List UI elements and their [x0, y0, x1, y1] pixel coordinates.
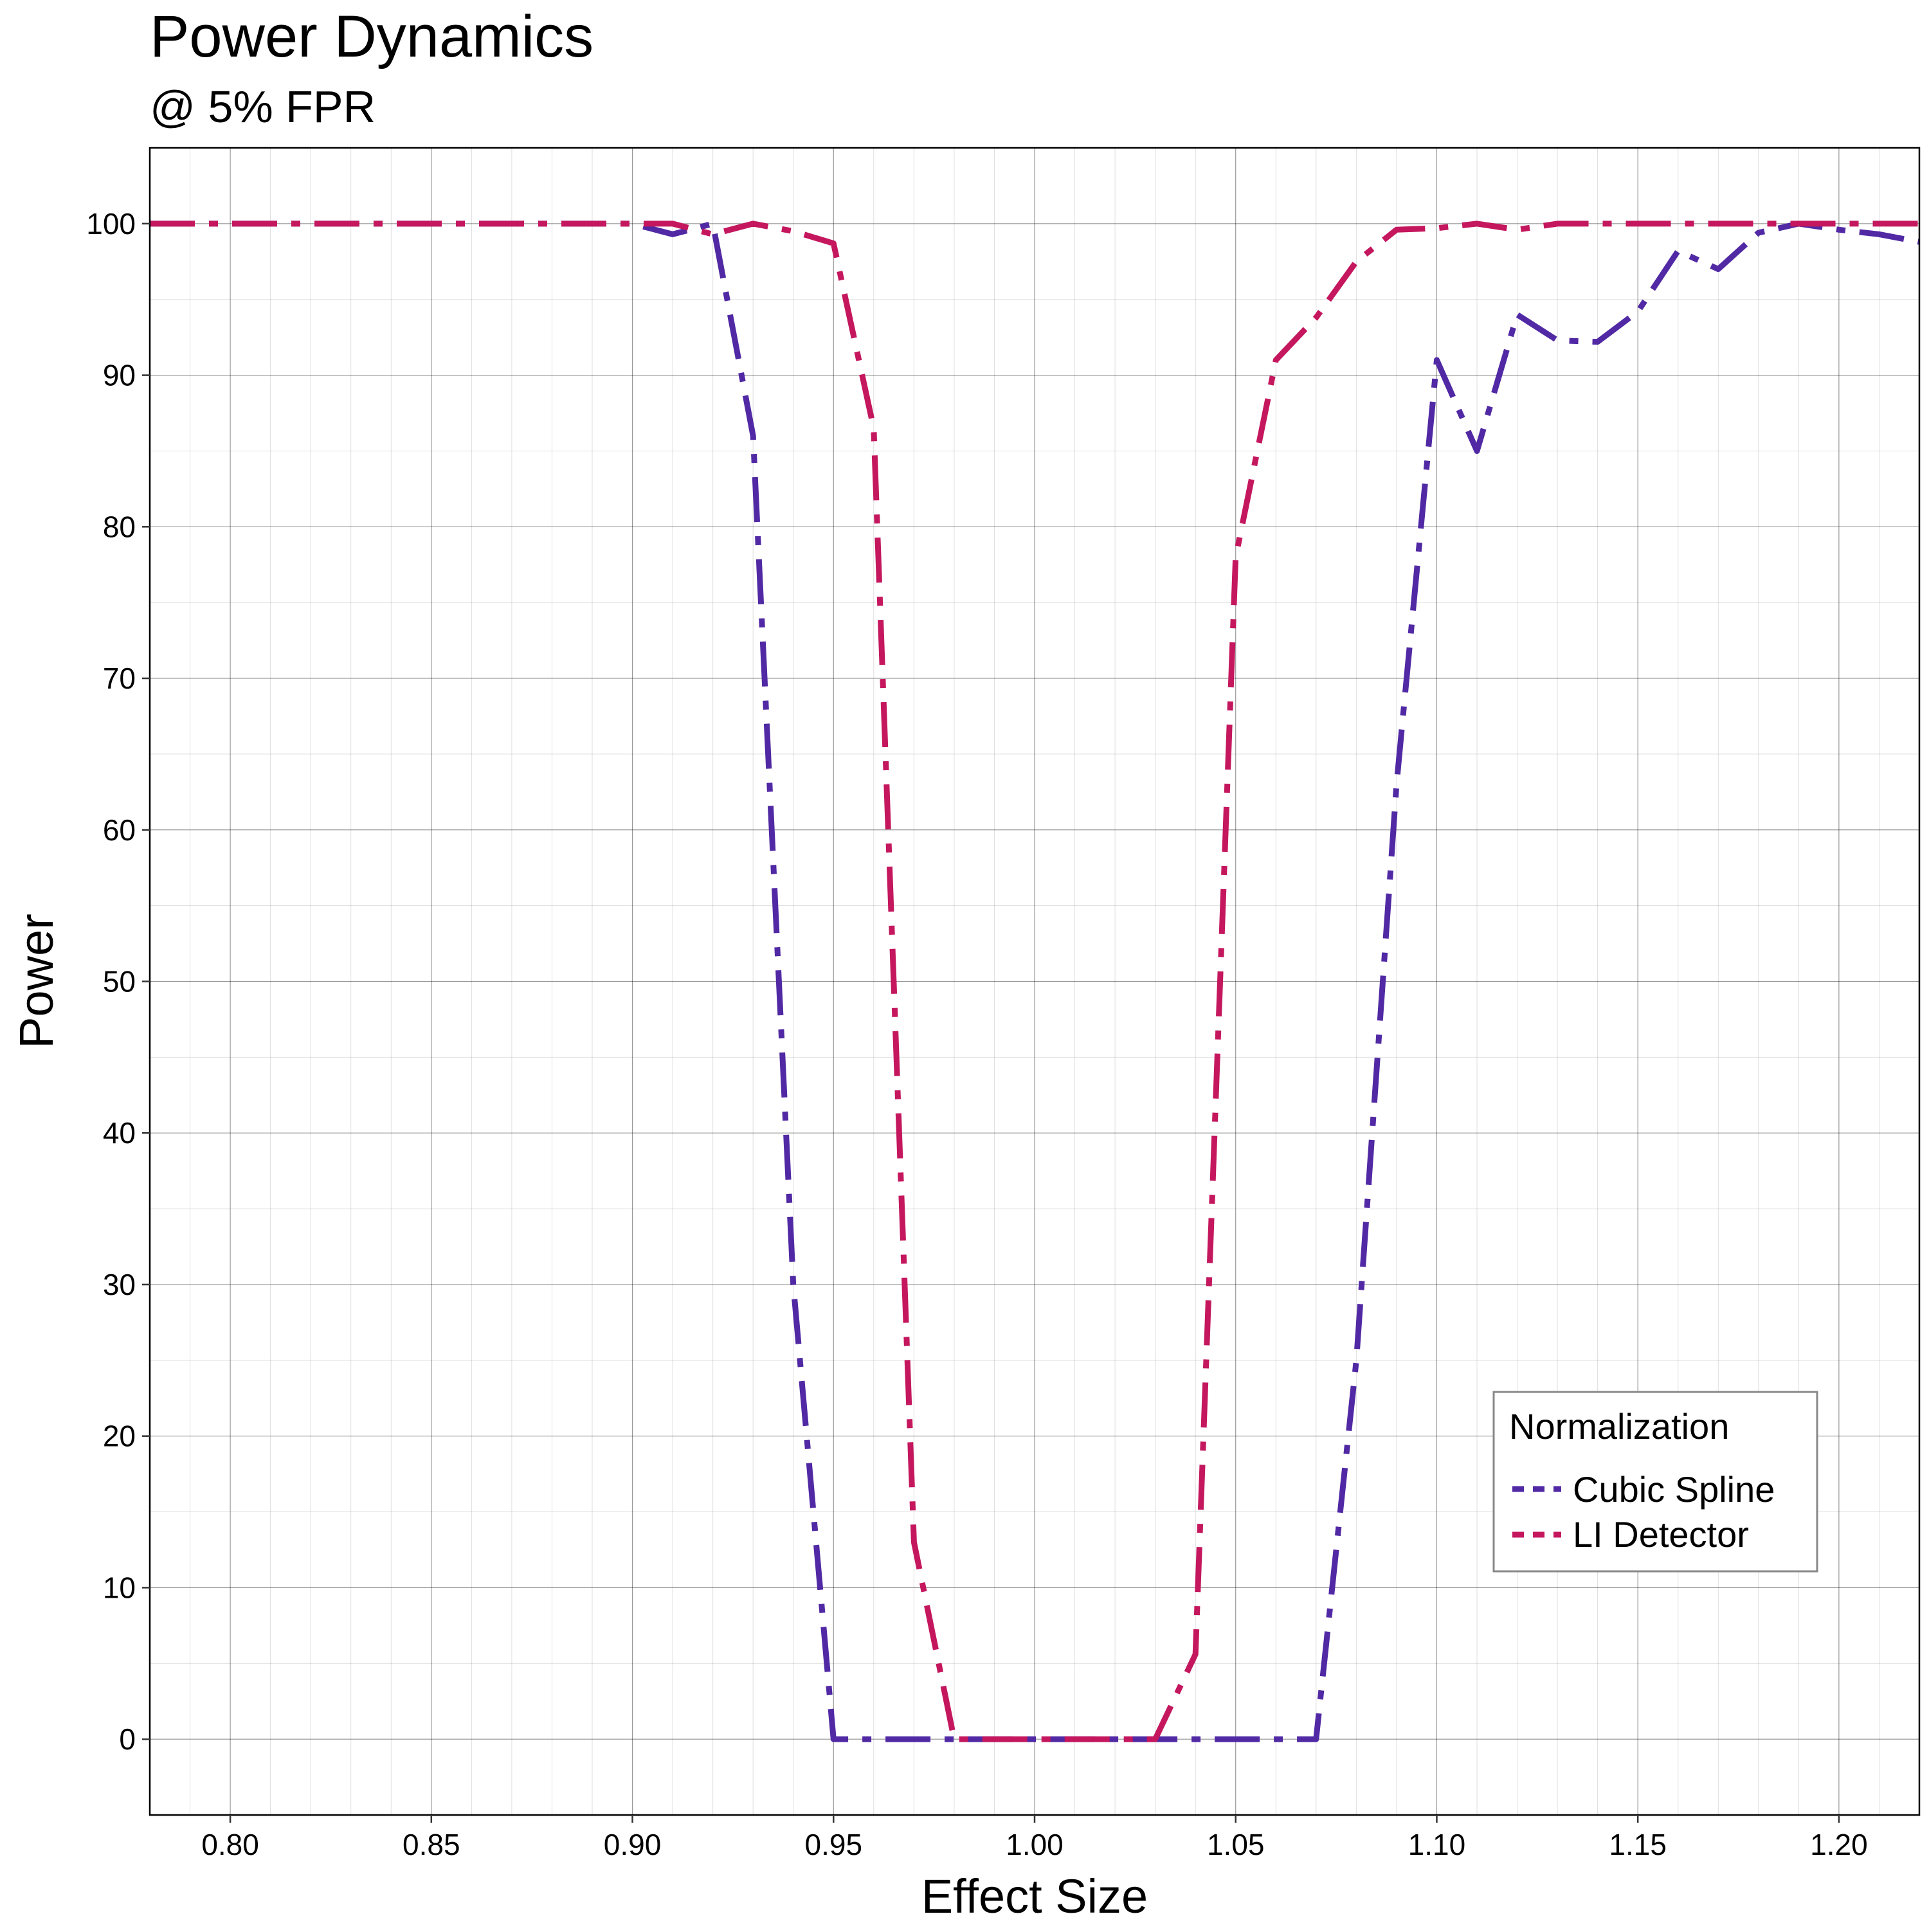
x-axis-title: Effect Size	[921, 1870, 1148, 1923]
y-tick-label: 50	[103, 965, 136, 998]
y-tick-label: 10	[103, 1571, 136, 1604]
y-tick-label: 20	[103, 1420, 136, 1453]
legend: Normalization Cubic Spline LI Detector	[1492, 1391, 1818, 1573]
data-series	[150, 221, 1920, 1742]
chart-title: Power Dynamics	[150, 4, 593, 69]
x-tick-label: 0.80	[201, 1828, 259, 1861]
x-tick-label: 1.20	[1810, 1828, 1868, 1861]
y-tick-label: 90	[103, 359, 136, 392]
x-tick-label: 0.85	[403, 1828, 460, 1861]
y-tick-label: 40	[103, 1116, 136, 1150]
y-axis-title: Power	[10, 914, 63, 1049]
y-tick-label: 80	[103, 510, 136, 543]
x-tick-label: 0.90	[604, 1828, 662, 1861]
y-tick-label: 100	[86, 207, 136, 240]
legend-title: Normalization	[1509, 1406, 1729, 1447]
x-tick-label: 1.10	[1408, 1828, 1466, 1861]
chart-subtitle: @ 5% FPR	[150, 82, 376, 132]
series-line-cubic-spline	[150, 221, 1920, 1742]
y-tick-label: 70	[103, 662, 136, 695]
y-tick-label: 0	[119, 1722, 136, 1756]
legend-box	[1492, 1391, 1818, 1573]
legend-label-li-detector: LI Detector	[1573, 1514, 1749, 1555]
legend-label-cubic-spline: Cubic Spline	[1573, 1469, 1775, 1510]
y-axis-ticks: 0 10 20 30 40 50 60 70 80 90 100	[86, 207, 150, 1756]
x-tick-label: 1.00	[1006, 1828, 1064, 1861]
x-axis-ticks: 0.80 0.85 0.90 0.95 1.00 1.05 1.10 1.15 1.20	[201, 1815, 1868, 1861]
x-tick-label: 0.95	[805, 1828, 863, 1861]
x-tick-label: 1.15	[1609, 1828, 1667, 1861]
y-tick-label: 60	[103, 813, 136, 847]
y-tick-label: 30	[103, 1268, 136, 1301]
x-tick-label: 1.05	[1207, 1828, 1265, 1861]
